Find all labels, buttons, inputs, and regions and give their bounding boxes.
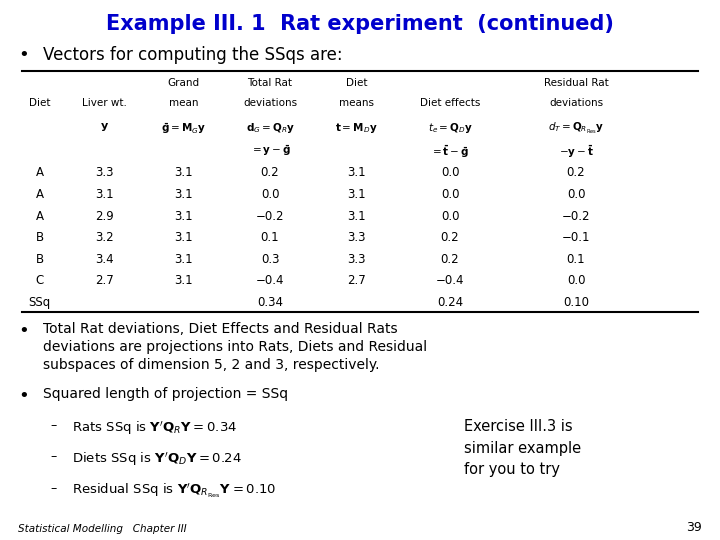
Text: 39: 39 (686, 521, 702, 534)
Text: $\mathbf{d}_G=\mathbf{Q}_R\mathbf{y}$: $\mathbf{d}_G=\mathbf{Q}_R\mathbf{y}$ (246, 121, 294, 135)
Text: Rats SSq is $\mathbf{Y^{\prime}Q}_R\mathbf{Y}=0.34$: Rats SSq is $\mathbf{Y^{\prime}Q}_R\math… (72, 419, 237, 436)
Text: 0.0: 0.0 (261, 188, 279, 201)
Text: 3.1: 3.1 (174, 274, 193, 287)
Text: B: B (35, 253, 44, 266)
Text: 2.7: 2.7 (95, 274, 114, 287)
Text: $\mathbf{\bar{g}}=\mathbf{M}_G\mathbf{y}$: $\mathbf{\bar{g}}=\mathbf{M}_G\mathbf{y}… (161, 121, 206, 136)
Text: 0.10: 0.10 (563, 296, 589, 309)
Text: $=\mathbf{y}-\mathbf{\bar{g}}$: $=\mathbf{y}-\mathbf{\bar{g}}$ (250, 144, 290, 158)
Text: 0.0: 0.0 (441, 166, 459, 179)
Text: 3.1: 3.1 (174, 188, 193, 201)
Text: Exercise III.3 is
similar example
for you to try: Exercise III.3 is similar example for yo… (464, 419, 582, 477)
Text: 0.2: 0.2 (441, 253, 459, 266)
Text: mean: mean (169, 98, 198, 109)
Text: 3.1: 3.1 (174, 231, 193, 244)
Text: 3.4: 3.4 (95, 253, 114, 266)
Text: Diet: Diet (29, 98, 50, 109)
Text: $d_T=\mathbf{Q}_{R_{\mathrm{Res}}}\mathbf{y}$: $d_T=\mathbf{Q}_{R_{\mathrm{Res}}}\mathb… (548, 121, 604, 136)
Text: $=\mathbf{\bar{t}}-\mathbf{\bar{g}}$: $=\mathbf{\bar{t}}-\mathbf{\bar{g}}$ (431, 144, 469, 160)
Text: Diet effects: Diet effects (420, 98, 480, 109)
Text: 3.3: 3.3 (347, 231, 366, 244)
Text: $\mathbf{t}=\mathbf{M}_D\mathbf{y}$: $\mathbf{t}=\mathbf{M}_D\mathbf{y}$ (335, 121, 378, 135)
Text: 0.0: 0.0 (441, 210, 459, 222)
Text: 3.1: 3.1 (347, 166, 366, 179)
Text: Diet: Diet (346, 78, 367, 88)
Text: −0.2: −0.2 (562, 210, 590, 222)
Text: $-\mathbf{y}-\mathbf{\bar{t}}$: $-\mathbf{y}-\mathbf{\bar{t}}$ (559, 144, 593, 160)
Text: Squared length of projection = SSq: Squared length of projection = SSq (43, 387, 288, 401)
Text: $\mathbf{y}$: $\mathbf{y}$ (100, 121, 109, 133)
Text: 0.0: 0.0 (567, 274, 585, 287)
Text: 3.1: 3.1 (174, 253, 193, 266)
Text: 3.1: 3.1 (95, 188, 114, 201)
Text: Diets SSq is $\mathbf{Y^{\prime}Q}_D\mathbf{Y}=0.24$: Diets SSq is $\mathbf{Y^{\prime}Q}_D\mat… (72, 450, 242, 468)
Text: −0.1: −0.1 (562, 231, 590, 244)
Text: 3.2: 3.2 (95, 231, 114, 244)
Text: 0.2: 0.2 (567, 166, 585, 179)
Text: 0.3: 0.3 (261, 253, 279, 266)
Text: A: A (35, 166, 44, 179)
Text: –: – (50, 419, 57, 432)
Text: A: A (35, 188, 44, 201)
Text: 0.0: 0.0 (441, 188, 459, 201)
Text: 3.3: 3.3 (347, 253, 366, 266)
Text: 3.1: 3.1 (174, 210, 193, 222)
Text: Liver wt.: Liver wt. (82, 98, 127, 109)
Text: C: C (35, 274, 44, 287)
Text: −0.4: −0.4 (436, 274, 464, 287)
Text: 0.2: 0.2 (441, 231, 459, 244)
Text: 3.1: 3.1 (347, 210, 366, 222)
Text: 3.3: 3.3 (95, 166, 114, 179)
Text: Total Rat: Total Rat (248, 78, 292, 88)
Text: 0.1: 0.1 (567, 253, 585, 266)
Text: 2.9: 2.9 (95, 210, 114, 222)
Text: Residual SSq is $\mathbf{Y^{\prime}Q}_{R_{\mathrm{Res}}}\mathbf{Y}=0.10$: Residual SSq is $\mathbf{Y^{\prime}Q}_{R… (72, 482, 276, 500)
Text: 0.34: 0.34 (257, 296, 283, 309)
Text: $t_e=\mathbf{Q}_D\mathbf{y}$: $t_e=\mathbf{Q}_D\mathbf{y}$ (428, 121, 472, 135)
Text: 0.24: 0.24 (437, 296, 463, 309)
Text: 0.2: 0.2 (261, 166, 279, 179)
Text: •: • (18, 46, 29, 64)
Text: •: • (18, 322, 29, 340)
Text: deviations: deviations (549, 98, 603, 109)
Text: −0.4: −0.4 (256, 274, 284, 287)
Text: deviations: deviations (243, 98, 297, 109)
Text: 3.1: 3.1 (347, 188, 366, 201)
Text: Grand: Grand (168, 78, 199, 88)
Text: Statistical Modelling   Chapter III: Statistical Modelling Chapter III (18, 523, 186, 534)
Text: −0.2: −0.2 (256, 210, 284, 222)
Text: SSq: SSq (29, 296, 50, 309)
Text: Example III. 1  Rat experiment  (continued): Example III. 1 Rat experiment (continued… (106, 14, 614, 33)
Text: Total Rat deviations, Diet Effects and Residual Rats
deviations are projections : Total Rat deviations, Diet Effects and R… (43, 322, 428, 372)
Text: •: • (18, 387, 29, 404)
Text: 3.1: 3.1 (174, 166, 193, 179)
Text: 0.1: 0.1 (261, 231, 279, 244)
Text: B: B (35, 231, 44, 244)
Text: A: A (35, 210, 44, 222)
Text: 0.0: 0.0 (567, 188, 585, 201)
Text: –: – (50, 482, 57, 495)
Text: means: means (339, 98, 374, 109)
Text: Vectors for computing the SSqs are:: Vectors for computing the SSqs are: (43, 46, 343, 64)
Text: 2.7: 2.7 (347, 274, 366, 287)
Text: –: – (50, 450, 57, 463)
Text: Residual Rat: Residual Rat (544, 78, 608, 88)
